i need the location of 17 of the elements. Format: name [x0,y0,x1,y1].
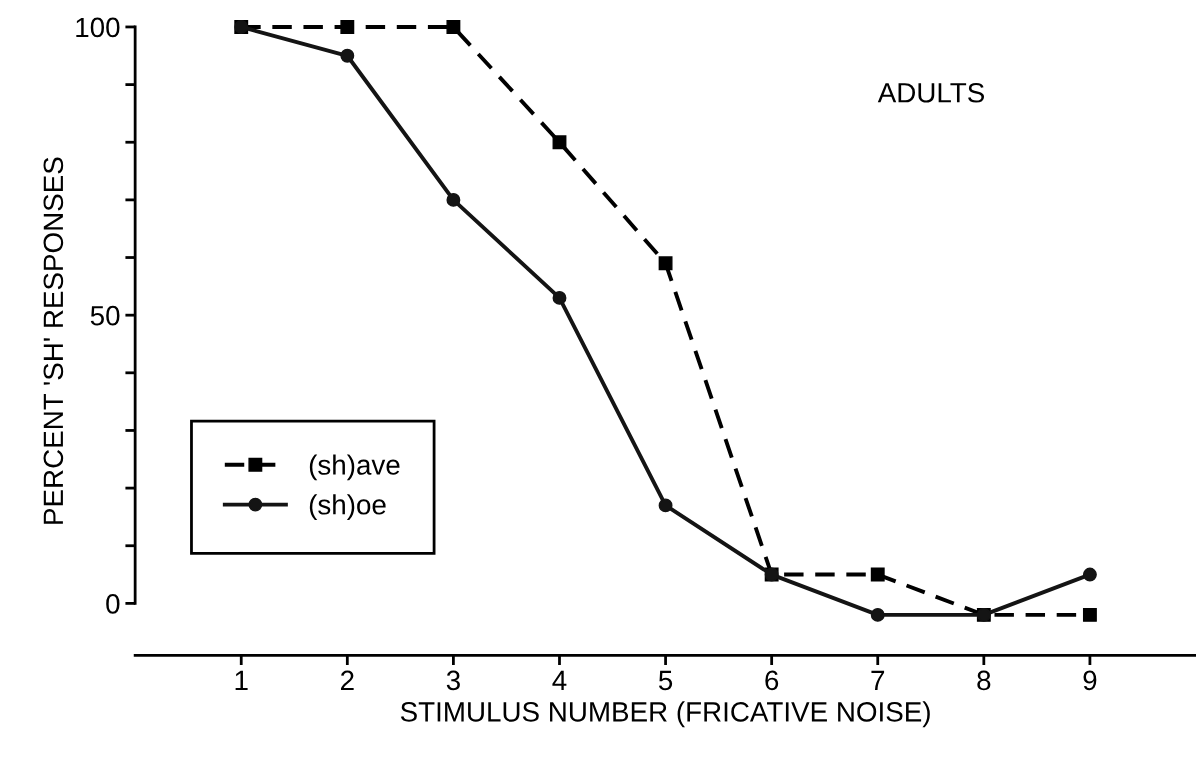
x-tick-label: 6 [765,670,779,691]
legend-label: (sh)ave [309,454,400,481]
x-tick-label: 9 [1083,670,1097,691]
x-tick-label: 5 [658,670,673,691]
annotation: ADULTS [877,82,985,103]
x-tick-label: 8 [977,670,991,691]
x-tick-label: 1 [235,670,248,690]
y-tick-label: 0 [106,594,120,614]
x-tick-label: 2 [340,670,354,690]
x-tick-label: 7 [871,670,885,690]
y-tick-label: 50 [90,305,120,326]
y-tick-label: 100 [76,17,120,38]
legend-label: (sh)oe [309,494,386,521]
y-axis-title: PERCENT 'SH' RESPONSES [43,157,64,524]
x-tick-label: 4 [552,670,567,690]
x-tick-label: 3 [446,670,460,691]
x-axis-title: STIMULUS NUMBER (FRICATIVE NOISE) [400,701,930,728]
